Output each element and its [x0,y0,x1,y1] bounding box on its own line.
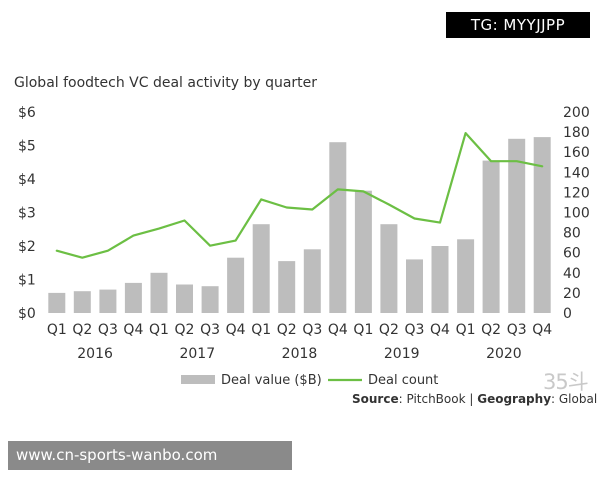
x-tick-label: Q2 [175,322,195,338]
bar [482,160,500,313]
left-tick-label: $5 [18,139,36,155]
bar [227,257,245,313]
url-banner: www.cn-sports-wanbo.com [8,441,292,470]
legend-swatch-deal-value [181,375,215,384]
x-tick-label: Q3 [405,322,425,338]
x-tick-label: Q4 [532,322,552,338]
right-tick-label: 160 [563,145,590,161]
watermark-logo: 35斗 [543,370,589,394]
x-tick-label: Q4 [226,322,246,338]
left-tick-label: $1 [18,273,36,289]
bar [252,224,270,313]
left-tick-label: $2 [18,239,36,255]
x-tick-label: Q1 [251,322,271,338]
year-label: 2016 [77,346,113,362]
bar [533,137,551,313]
bar [431,246,449,313]
deal-count-line [55,132,544,259]
right-tick-label: 200 [563,105,590,121]
x-tick-label: Q4 [123,322,143,338]
left-tick-label: $3 [18,206,36,222]
source-line: Source: PitchBook | Geography: Global [352,392,597,406]
x-tick-label: Q2 [72,322,92,338]
bar [354,190,372,313]
right-tick-label: 100 [563,206,590,222]
year-label: 2020 [486,346,522,362]
legend-label-deal-value: Deal value ($B) [221,373,322,388]
bar [150,272,168,313]
right-tick-label: 20 [563,286,581,302]
right-tick-label: 140 [563,165,590,181]
left-tick-label: $0 [18,306,36,322]
x-tick-label: Q3 [507,322,527,338]
x-tick-label: Q2 [277,322,297,338]
line-group [55,132,544,259]
right-tick-label: 0 [563,306,572,322]
bar [73,291,91,313]
year-label: 2017 [179,346,215,362]
source-label: Source [352,392,399,406]
bar [48,292,66,313]
bar [176,284,193,313]
right-tick-label: 40 [563,266,581,282]
x-tick-label: Q1 [353,322,373,338]
x-tick-label: Q1 [456,322,476,338]
left-tick-label: $4 [18,172,36,188]
year-labels: 2016 2017 2018 2019 2020 [77,346,521,362]
chart-title: Global foodtech VC deal activity by quar… [14,75,318,91]
x-axis-labels: Q1 Q2 Q3 Q4 Q1 Q2 Q3 Q4 Q1 Q2 Q3 Q4 Q1 Q2 Q3 Q4 Q1 Q2 Q3 Q4 [47,322,552,338]
x-tick-label: Q1 [47,322,67,338]
legend: Deal value ($B) Deal count [181,373,438,388]
right-tick-label: 80 [563,226,581,242]
x-tick-label: Q2 [379,322,399,338]
year-label: 2019 [384,346,420,362]
bar [303,249,321,313]
right-tick-label: 180 [563,125,590,141]
legend-label-deal-count: Deal count [368,373,438,388]
x-tick-label: Q3 [98,322,118,338]
right-axis-ticks: 0 20 40 60 80 100 120 140 160 180 200 [563,105,590,322]
year-label: 2018 [282,346,318,362]
x-tick-label: Q3 [302,322,322,338]
bar [99,289,117,313]
right-tick-label: 60 [563,246,581,262]
tg-tag: TG: MYYJJPP [446,12,590,38]
bar [380,224,398,313]
bar [508,138,526,313]
bar [457,239,475,313]
x-tick-label: Q1 [149,322,169,338]
bar [124,282,142,313]
geography-label: Geography [477,392,552,406]
x-tick-label: Q4 [328,322,348,338]
source-value: : PitchBook | [398,392,478,406]
left-tick-label: $6 [18,105,36,121]
geography-value: : Global [551,392,598,406]
bar-group [48,137,551,313]
x-tick-label: Q3 [200,322,220,338]
right-tick-label: 120 [563,185,590,201]
bar [201,286,219,313]
x-tick-label: Q4 [430,322,450,338]
x-tick-label: Q2 [481,322,501,338]
bar [278,261,296,313]
bar [406,259,423,313]
bar [329,142,347,313]
left-axis-ticks: $0 $1 $2 $3 $4 $5 $6 [18,105,36,322]
